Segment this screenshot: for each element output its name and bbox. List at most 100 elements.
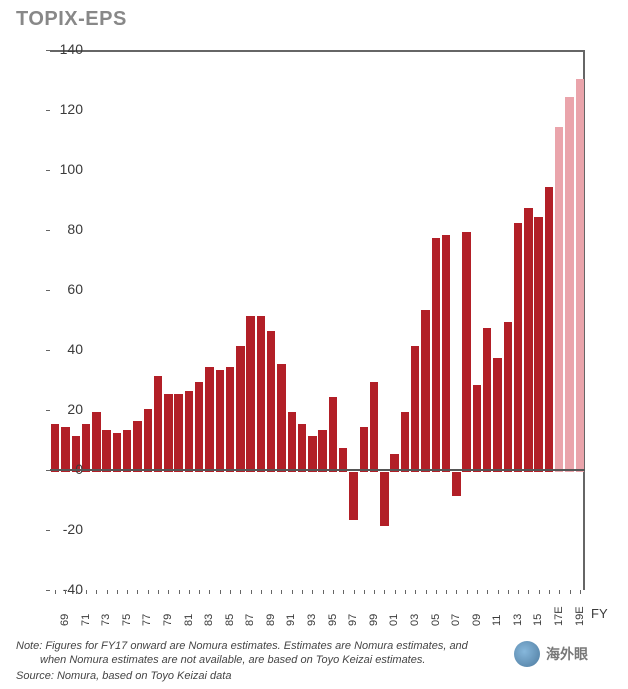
x-tick-mark <box>343 590 344 594</box>
x-tick-mark <box>292 590 293 594</box>
bar <box>349 472 357 520</box>
x-tick-mark <box>117 590 118 594</box>
watermark-icon <box>514 641 540 667</box>
x-tick-mark <box>199 590 200 594</box>
x-tick-mark <box>65 590 66 594</box>
bar <box>534 217 542 472</box>
x-tick-mark <box>168 590 169 594</box>
x-tick-mark <box>508 590 509 594</box>
y-tick-mark <box>46 410 50 411</box>
x-tick-mark <box>179 590 180 594</box>
x-tick-mark <box>559 590 560 594</box>
bar <box>61 427 69 472</box>
y-tick-mark <box>46 350 50 351</box>
bar <box>205 367 213 472</box>
bar <box>102 430 110 472</box>
x-tick-label: 19E <box>574 606 586 626</box>
bar <box>82 424 90 472</box>
bar <box>51 424 59 472</box>
x-tick-label: 05 <box>430 614 442 626</box>
x-tick-mark <box>487 590 488 594</box>
x-tick-label: 93 <box>306 614 318 626</box>
bar <box>185 391 193 472</box>
bar <box>442 235 450 472</box>
bar <box>154 376 162 472</box>
x-tick-label: 81 <box>183 614 195 626</box>
x-tick-mark <box>456 590 457 594</box>
bar <box>452 472 460 496</box>
x-tick-mark <box>127 590 128 594</box>
bar-container <box>50 52 583 590</box>
bar <box>226 367 234 472</box>
x-tick-label: 69 <box>59 614 71 626</box>
x-tick-label: 99 <box>368 614 380 626</box>
bar <box>545 187 553 472</box>
y-tick-label: 80 <box>67 221 83 237</box>
bar <box>504 322 512 472</box>
x-tick-label: 77 <box>141 614 153 626</box>
y-tick-mark <box>46 170 50 171</box>
chart-title: TOPIX-EPS <box>16 8 127 31</box>
source-line: Source: Nomura, based on Toyo Keizai dat… <box>16 670 231 682</box>
x-tick-label: 71 <box>80 614 92 626</box>
x-tick-mark <box>251 590 252 594</box>
x-tick-label: 15 <box>532 614 544 626</box>
x-tick-label: 97 <box>347 614 359 626</box>
x-tick-mark <box>189 590 190 594</box>
bar <box>432 238 440 472</box>
bar <box>113 433 121 472</box>
x-tick-mark <box>158 590 159 594</box>
bar <box>483 328 491 472</box>
x-tick-mark <box>302 590 303 594</box>
bar <box>174 394 182 472</box>
x-tick-label: 17E <box>553 606 565 626</box>
x-tick-mark <box>55 590 56 594</box>
x-tick-mark <box>323 590 324 594</box>
y-tick-label: 60 <box>67 281 83 297</box>
bar <box>277 364 285 472</box>
x-tick-label: 89 <box>265 614 277 626</box>
y-tick-mark <box>46 590 50 591</box>
bar <box>267 331 275 472</box>
x-tick-label: 75 <box>121 614 133 626</box>
x-tick-label: 95 <box>327 614 339 626</box>
x-tick-mark <box>281 590 282 594</box>
y-tick-label: 120 <box>60 101 83 117</box>
x-tick-label: 73 <box>100 614 112 626</box>
bar <box>576 79 584 472</box>
bar <box>524 208 532 472</box>
y-tick-label: 140 <box>60 41 83 57</box>
bar <box>401 412 409 472</box>
x-tick-label: 07 <box>450 614 462 626</box>
bar <box>421 310 429 472</box>
x-tick-mark <box>467 590 468 594</box>
x-tick-mark <box>261 590 262 594</box>
x-tick-label: 03 <box>409 614 421 626</box>
watermark: 海外眼 <box>514 641 588 667</box>
bar <box>462 232 470 472</box>
x-tick-mark <box>498 590 499 594</box>
bar <box>195 382 203 472</box>
bar <box>318 430 326 472</box>
footnote-line1: Note: Figures for FY17 onward are Nomura… <box>16 640 576 652</box>
bar <box>298 424 306 472</box>
x-tick-mark <box>580 590 581 594</box>
bar <box>473 385 481 472</box>
x-tick-label: 13 <box>512 614 524 626</box>
x-tick-mark <box>240 590 241 594</box>
bar <box>123 430 131 472</box>
chart-plot-area <box>50 50 585 590</box>
bar <box>164 394 172 472</box>
bar <box>411 346 419 472</box>
x-tick-mark <box>549 590 550 594</box>
x-tick-mark <box>528 590 529 594</box>
y-tick-mark <box>46 290 50 291</box>
x-tick-mark <box>364 590 365 594</box>
bar <box>308 436 316 472</box>
x-tick-mark <box>209 590 210 594</box>
x-tick-label: 85 <box>224 614 236 626</box>
x-tick-mark <box>230 590 231 594</box>
bar <box>493 358 501 472</box>
bar <box>246 316 254 472</box>
x-tick-mark <box>76 590 77 594</box>
